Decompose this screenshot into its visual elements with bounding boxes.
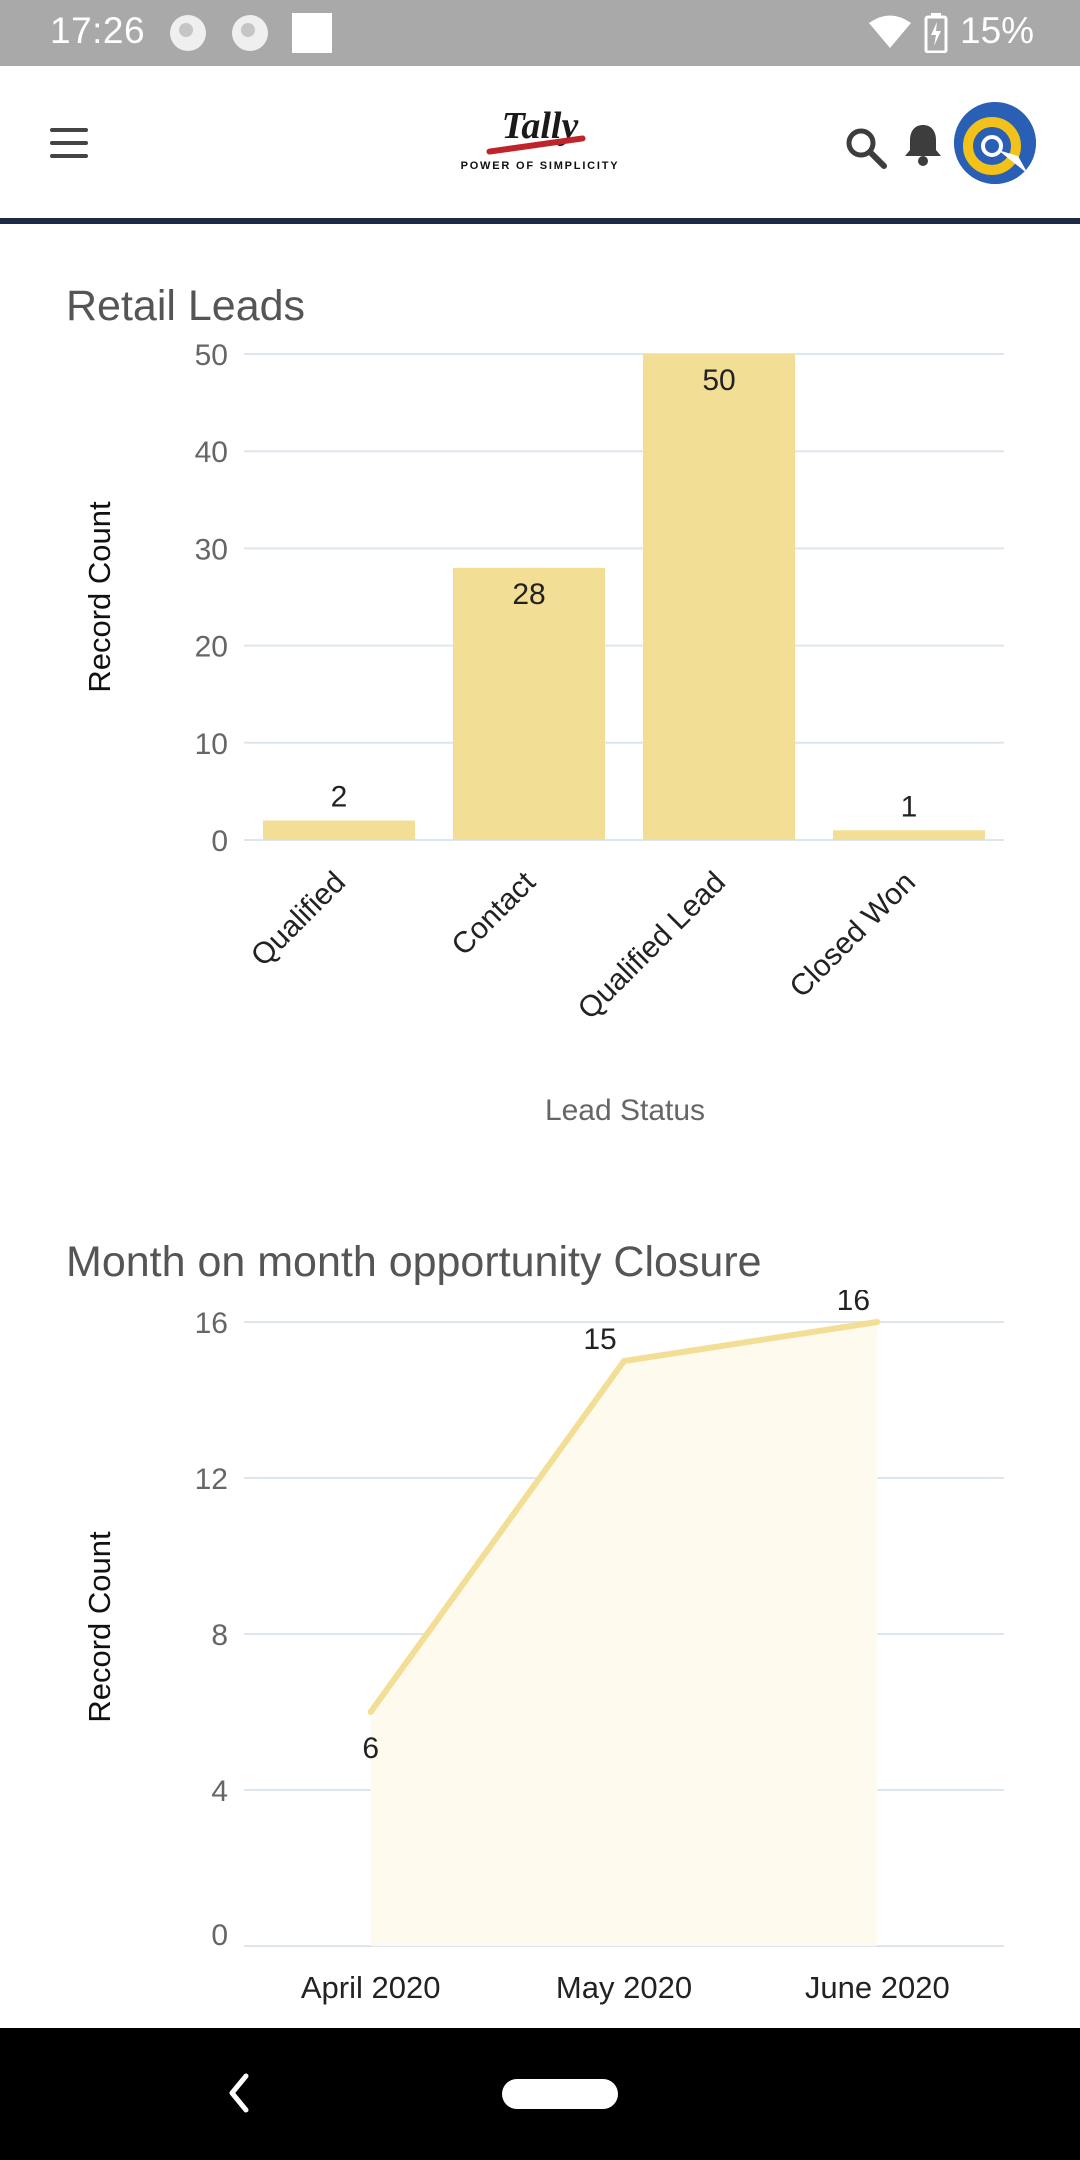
series-area — [370, 1322, 878, 1946]
bar — [643, 354, 795, 840]
y-axis-label: Record Count — [82, 1531, 117, 1723]
home-pill-icon[interactable] — [502, 2079, 618, 2109]
battery-charging-icon — [924, 13, 948, 53]
bell-icon[interactable] — [902, 122, 944, 166]
data-point — [367, 1709, 374, 1715]
y-tick-label: 20 — [195, 631, 228, 664]
x-tick-label: Contact — [446, 865, 543, 962]
x-tick-label: Qualified — [245, 866, 352, 973]
y-tick-label: 12 — [195, 1463, 228, 1496]
status-time: 17:26 — [50, 10, 146, 51]
x-tick-label: June 2020 — [805, 1970, 950, 2005]
search-icon[interactable] — [844, 126, 888, 170]
y-tick-label: 50 — [195, 339, 228, 372]
logo-tagline: POWER OF SIMPLICITY — [460, 160, 620, 172]
x-tick-label: April 2020 — [301, 1970, 441, 2005]
data-label: 16 — [837, 1290, 870, 1317]
back-chevron-icon[interactable] — [226, 2072, 252, 2114]
globe-icon — [232, 15, 268, 51]
data-label: 15 — [583, 1323, 616, 1356]
data-label: 50 — [702, 364, 735, 397]
x-axis-label: Lead Status — [545, 1094, 705, 1127]
bar — [263, 820, 415, 840]
y-tick-label: 0 — [211, 825, 228, 858]
data-label: 28 — [512, 578, 545, 611]
retail-leads-bar-chart: 0 10 20 30 40 50 2 Qualified 28 Contact 50 Qualifie… — [82, 339, 1004, 1127]
avatar[interactable] — [954, 102, 1036, 184]
bar — [833, 830, 985, 840]
y-tick-label: 10 — [195, 728, 228, 761]
y-tick-label: 8 — [211, 1619, 228, 1652]
app-bar-divider — [0, 218, 1080, 224]
notification-square-icon — [292, 13, 332, 53]
bar — [453, 567, 605, 840]
data-point — [621, 1358, 627, 1364]
battery-percent: 15% — [960, 10, 1035, 51]
y-tick-label: 4 — [211, 1775, 228, 1808]
data-label: 2 — [331, 781, 348, 814]
globe-icon — [170, 15, 206, 51]
wifi-icon — [869, 15, 911, 48]
y-axis-label: Record Count — [82, 501, 117, 693]
y-tick-label: 30 — [195, 533, 228, 566]
chart-title-retail-leads: Retail Leads — [66, 282, 306, 330]
tally-logo: Tally POWER OF SIMPLICITY — [440, 104, 640, 184]
opportunity-area-chart: 0 4 8 12 16 6 April 2020 15 May 2020 16 June 2020 R… — [82, 1290, 1004, 2005]
y-tick-label: 0 — [211, 1919, 228, 1952]
y-tick-label: 40 — [195, 436, 228, 469]
x-tick-label: Qualified Lead — [572, 866, 732, 1026]
data-point — [874, 1319, 881, 1325]
chart-title-opportunity: Month on month opportunity Closure — [66, 1238, 762, 1286]
avatar-logo-icon — [954, 102, 1036, 184]
x-tick-label: Closed Won — [783, 866, 922, 1005]
y-tick-label: 16 — [195, 1307, 228, 1340]
data-label: 1 — [901, 790, 918, 823]
x-tick-label: May 2020 — [556, 1970, 692, 2005]
data-label: 6 — [362, 1732, 379, 1765]
status-bar: 17:26 15% — [0, 0, 1080, 66]
hamburger-icon[interactable] — [50, 128, 88, 158]
